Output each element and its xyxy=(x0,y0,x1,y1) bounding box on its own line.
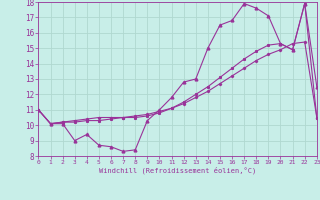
X-axis label: Windchill (Refroidissement éolien,°C): Windchill (Refroidissement éolien,°C) xyxy=(99,167,256,174)
